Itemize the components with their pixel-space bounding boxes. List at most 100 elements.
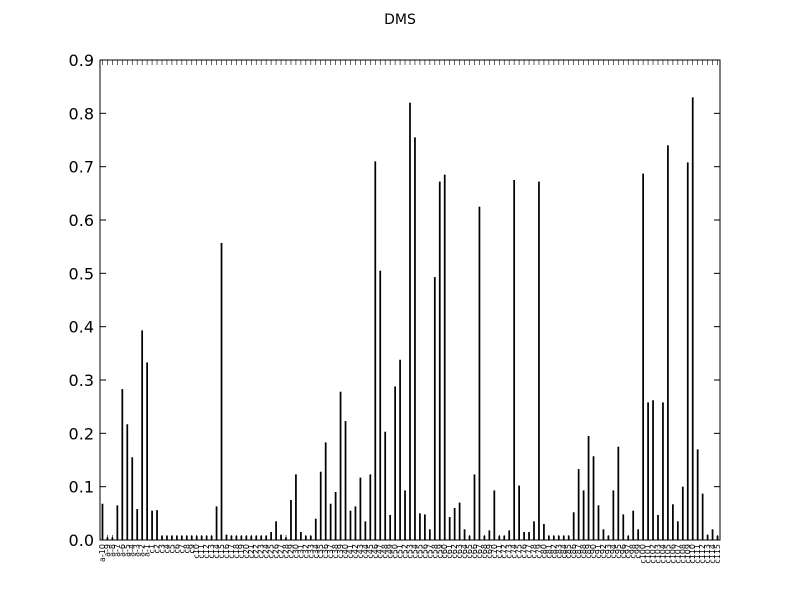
bar-a-5: [126, 424, 129, 540]
x-tick-label: c45: [366, 544, 375, 559]
bar-c47: [379, 270, 382, 540]
x-tick-label: a-1: [143, 544, 152, 557]
bar-c50: [394, 386, 396, 540]
bar-c38: [334, 492, 337, 540]
bar-c103: [657, 514, 659, 540]
bar-c14: [215, 506, 218, 540]
x-tick-label: c74: [510, 544, 519, 559]
x-tick-label: c109: [683, 544, 692, 564]
ticks-group: [100, 59, 720, 541]
bar-c62: [453, 508, 456, 540]
x-tick-label: c99: [634, 544, 643, 559]
x-tick-label: c79: [534, 544, 543, 559]
x-tick-label: c104: [658, 544, 667, 564]
x-tick-label: c64: [460, 544, 469, 559]
x-tick-label: c10: [192, 544, 201, 559]
x-tick-label: c8: [182, 544, 191, 554]
x-tick-label: c68: [480, 544, 489, 559]
x-tick-label: c66: [470, 544, 479, 559]
x-tick-label: c81: [544, 544, 553, 559]
bar-c2: [156, 510, 158, 540]
x-tick-label: c52: [401, 544, 410, 559]
x-tick-label: c102: [649, 544, 658, 564]
y-tick-label: 0.8: [69, 104, 94, 123]
bar-c34: [314, 518, 317, 540]
y-tick-label: 0.5: [69, 264, 94, 283]
bar-a-1: [146, 362, 148, 540]
bar-c114: [711, 529, 714, 540]
x-tick-label: c112: [698, 544, 707, 564]
x-tick-label: c62: [450, 544, 459, 559]
x-tick-label: c110: [688, 544, 697, 564]
x-tick-label: c16: [222, 544, 231, 559]
bar-c43: [359, 477, 362, 540]
bar-c109: [686, 162, 689, 540]
bar-c92: [602, 529, 605, 540]
x-tick-label: c94: [609, 544, 618, 559]
x-tick-label: c103: [654, 544, 663, 564]
x-tick-label: c28: [282, 544, 291, 559]
x-tick-label: c18: [232, 544, 241, 559]
x-tick-label: c3: [158, 544, 167, 554]
x-tick-label: c44: [361, 544, 370, 559]
bar-c39: [339, 391, 342, 540]
x-tick-label: c32: [301, 544, 310, 559]
x-tick-label: c57: [425, 544, 434, 559]
bar-c37: [329, 503, 332, 540]
bar-c41: [349, 510, 352, 540]
bar-c87: [577, 469, 580, 540]
bar-c110: [691, 97, 694, 540]
bar-c58: [433, 277, 436, 540]
bar-c64: [463, 529, 466, 540]
bar-c111: [696, 449, 699, 540]
bar-c105: [667, 145, 669, 540]
x-tick-label: c73: [505, 544, 514, 559]
bar-c101: [647, 402, 649, 540]
x-tick-label: c40: [341, 544, 350, 559]
x-tick-label: c111: [693, 544, 702, 564]
x-tick-label: c24: [262, 544, 271, 559]
x-tick-labels: a-10a-9a-8a-7a-6a-5a-4a-3a-2a-1c1c2c3c4c…: [98, 544, 722, 564]
x-tick-label: c98: [629, 544, 638, 559]
bar-c89: [587, 436, 590, 540]
bar-c94: [612, 490, 615, 540]
chart-title: DMS: [384, 12, 416, 28]
x-tick-label: c77: [525, 544, 534, 559]
bar-c96: [622, 514, 625, 540]
bar-a-4: [131, 457, 134, 540]
y-tick-label: 0.9: [69, 51, 94, 70]
x-tick-label: c41: [346, 544, 355, 559]
x-tick-label: c78: [530, 544, 539, 559]
x-tick-label: c1: [148, 544, 157, 554]
x-tick-label: c7: [177, 544, 186, 554]
x-tick-label: a-7: [113, 544, 122, 557]
x-tick-label: c82: [549, 544, 558, 559]
x-tick-label: c65: [465, 544, 474, 559]
x-tick-label: c100: [639, 544, 648, 564]
x-tick-label: c92: [599, 544, 608, 559]
bar-c35: [319, 471, 322, 540]
bar-c60: [443, 174, 446, 541]
x-tick-label: c63: [455, 544, 464, 559]
bar-a-3: [136, 509, 139, 540]
bar-c26: [275, 521, 277, 540]
x-tick-label: c96: [619, 544, 628, 559]
x-tick-label: c29: [286, 544, 295, 559]
bar-c45: [369, 474, 372, 540]
x-tick-label: c89: [584, 544, 593, 559]
x-tick-label: c15: [217, 544, 226, 559]
bar-c106: [672, 504, 674, 540]
x-tick-label: c76: [520, 544, 529, 559]
x-tick-label: c51: [396, 544, 405, 559]
bar-c98: [632, 510, 635, 540]
bar-c59: [438, 181, 441, 540]
bar-c90: [592, 456, 595, 540]
bar-c15: [220, 242, 223, 540]
x-tick-label: c58: [430, 544, 439, 559]
bar-c66: [473, 474, 476, 540]
x-tick-label: c83: [554, 544, 563, 559]
bar-c88: [582, 490, 585, 540]
y-tick-label: 0.4: [69, 318, 94, 337]
y-tick-label: 0.3: [69, 371, 94, 390]
x-tick-label: c22: [252, 544, 261, 559]
